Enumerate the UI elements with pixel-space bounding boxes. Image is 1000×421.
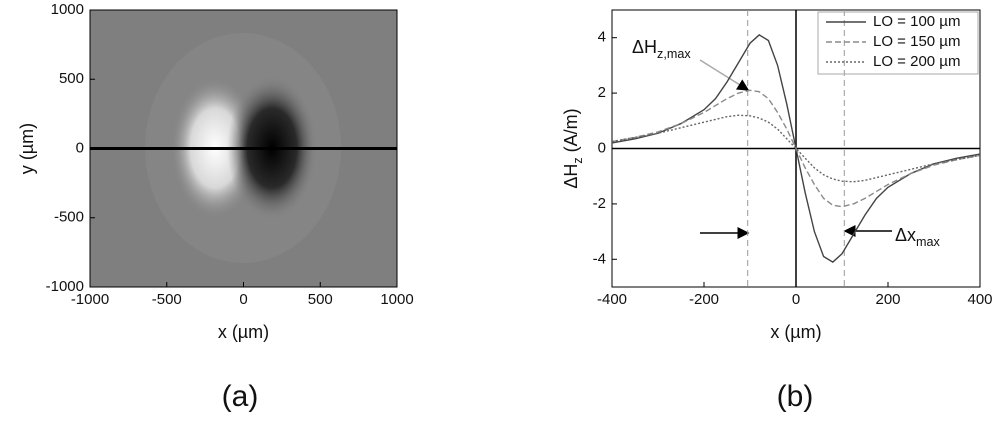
y-tick-label: -4 <box>593 250 606 267</box>
y-axis-label: ΔHz (A/m) <box>561 108 586 188</box>
x-tick-label: -200 <box>689 291 719 308</box>
panel-label: (a) <box>222 380 259 413</box>
y-axis-label-suffix: (A/m) <box>561 108 581 157</box>
y-axis-label-main: ΔH <box>561 164 581 189</box>
annotation-main: ΔH <box>632 37 657 57</box>
annotation-sub: max <box>916 235 940 249</box>
x-tick-label: 500 <box>308 291 333 308</box>
y-tick-label: 4 <box>598 29 606 46</box>
annotation-main: Δx <box>895 225 916 245</box>
annotation-sub: z,max <box>657 47 691 61</box>
x-tick-label: 400 <box>967 291 992 308</box>
y-tick-label: -500 <box>54 209 84 226</box>
y-tick-label: 0 <box>598 139 606 156</box>
x-axis-label: x (µm) <box>218 322 269 342</box>
y-axis-label: y (µm) <box>17 123 37 174</box>
y-tick-label: 2 <box>598 84 606 101</box>
legend-label: LO = 200 µm <box>873 53 960 70</box>
y-tick-label: -1000 <box>46 278 84 295</box>
y-tick-label: -2 <box>593 195 606 212</box>
y-tick-label: 500 <box>59 70 84 87</box>
plot-area <box>612 10 980 287</box>
y-tick-label: 0 <box>76 139 84 156</box>
x-tick-label: 1000 <box>380 291 413 308</box>
y-axis-label-sub: z <box>571 157 585 163</box>
x-tick-label: 200 <box>875 291 900 308</box>
panel-label: (b) <box>777 380 814 413</box>
legend-box <box>817 11 979 75</box>
field-map <box>90 10 397 287</box>
x-tick-label: -500 <box>152 291 182 308</box>
line-series <box>612 89 980 208</box>
annotation: ΔHz,max <box>632 37 691 62</box>
legend-label: LO = 150 µm <box>873 33 960 50</box>
x-tick-label: -1000 <box>71 291 109 308</box>
y-tick-label: 1000 <box>51 1 84 18</box>
x-tick-label: 0 <box>239 291 247 308</box>
x-tick-label: -400 <box>597 291 627 308</box>
x-tick-label: 0 <box>792 291 800 308</box>
legend-label: LO = 100 µm <box>873 13 960 30</box>
x-axis-label: x (µm) <box>770 322 821 342</box>
arrow <box>699 59 750 91</box>
annotation: Δxmax <box>895 225 941 250</box>
